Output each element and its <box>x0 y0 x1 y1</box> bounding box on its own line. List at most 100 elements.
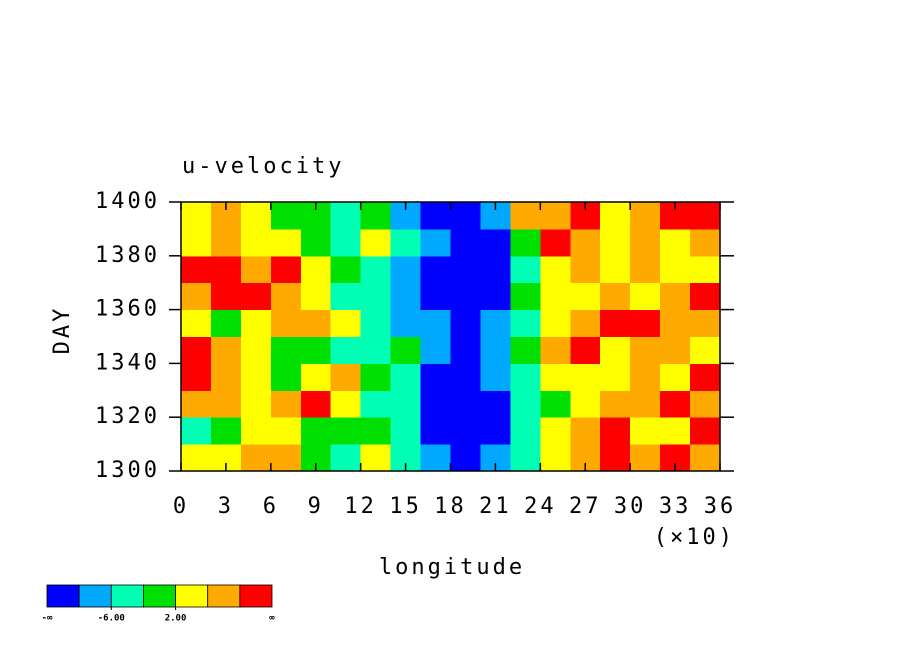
field-cell <box>510 282 541 311</box>
colorbar-box <box>239 584 273 608</box>
field-cell <box>300 417 332 445</box>
field-cell <box>450 390 481 418</box>
field-cell <box>540 309 571 337</box>
field-cell <box>510 444 541 472</box>
field-cell <box>660 336 691 364</box>
field-cell <box>330 309 362 337</box>
field-cell <box>450 309 481 337</box>
x-axis-label: longitude <box>379 555 525 580</box>
colorbar-label: ∞ <box>269 614 275 624</box>
field-cell <box>360 309 392 337</box>
x-tick-label: 9 <box>308 494 324 519</box>
field-cell <box>630 363 661 391</box>
field-cell <box>630 390 661 418</box>
field-cell <box>330 228 362 257</box>
field-cell <box>330 363 362 391</box>
field-cell <box>570 363 601 391</box>
field-cell <box>390 309 422 337</box>
field-cell <box>240 309 272 337</box>
field-cell <box>690 444 721 472</box>
field-cell <box>600 444 631 472</box>
field-cell <box>600 390 631 418</box>
field-cell <box>420 417 451 445</box>
field-cell <box>270 228 302 257</box>
field-cell <box>300 390 332 418</box>
field-cell <box>270 309 302 337</box>
colorbar-label: 2.00 <box>165 614 187 624</box>
field-cell <box>600 202 631 230</box>
field-cell <box>390 228 422 257</box>
field-cell <box>390 390 422 418</box>
field-cell <box>390 282 422 311</box>
x-tick-label: 36 <box>704 494 737 519</box>
field-cell <box>210 255 242 284</box>
field-cell <box>600 255 631 284</box>
field-cell <box>480 336 511 364</box>
field-cell <box>270 444 302 472</box>
field-cell <box>360 363 392 391</box>
field-cell <box>480 282 511 311</box>
field-cell <box>240 202 272 230</box>
field-cell <box>300 363 332 391</box>
field-cell <box>600 363 631 391</box>
field-cell <box>600 282 631 311</box>
field-cell <box>690 202 721 230</box>
field-cell <box>450 202 481 230</box>
field-cell <box>181 228 212 257</box>
field-cell <box>210 417 242 445</box>
field-cell <box>510 228 541 257</box>
field-cell <box>210 336 242 364</box>
field-cell <box>690 309 721 337</box>
field-cell <box>270 363 302 391</box>
field-cell <box>570 282 601 311</box>
field-cell <box>240 282 272 311</box>
field-cell <box>360 228 392 257</box>
field-cell <box>600 309 631 337</box>
field-cell <box>300 228 332 257</box>
field-cell <box>510 363 541 391</box>
x-tick-label: 6 <box>263 494 279 519</box>
field-cell <box>630 444 661 472</box>
field-cell <box>570 309 601 337</box>
field-cell <box>420 309 451 337</box>
field-cell <box>270 390 302 418</box>
field-cell <box>240 228 272 257</box>
y-tick-label: 1380 <box>95 243 160 268</box>
field-cell <box>240 390 272 418</box>
field-cell <box>270 336 302 364</box>
field-cell <box>540 444 571 472</box>
field-cell <box>510 309 541 337</box>
y-axis-label: DAY <box>50 306 75 355</box>
field-cell <box>270 255 302 284</box>
field-cell <box>420 228 451 257</box>
field-cell <box>630 282 661 311</box>
field-cell <box>600 336 631 364</box>
field-cell <box>510 202 541 230</box>
field-cell <box>420 282 451 311</box>
field-cell <box>181 363 212 391</box>
y-tick-label: 1360 <box>95 297 160 322</box>
colorbar-box <box>46 584 80 608</box>
x-tick-label: 18 <box>434 494 467 519</box>
colorbar-box <box>207 584 241 608</box>
field-cell <box>181 417 212 445</box>
x-tick-label: 24 <box>524 494 557 519</box>
field-cell <box>450 417 481 445</box>
field-cell <box>660 390 691 418</box>
field <box>181 202 721 472</box>
field-cell <box>210 282 242 311</box>
field-cell <box>660 309 691 337</box>
colorbar-box <box>110 584 144 608</box>
colorbar-box <box>143 584 176 608</box>
field-cell <box>690 228 721 257</box>
field-cell <box>420 444 451 472</box>
field-cell <box>690 417 721 445</box>
field-cell <box>360 202 392 230</box>
x-tick-label: 33 <box>659 494 692 519</box>
field-cell <box>570 390 601 418</box>
x-tick-label: 12 <box>344 494 377 519</box>
field-cell <box>450 363 481 391</box>
field-cell <box>240 444 272 472</box>
